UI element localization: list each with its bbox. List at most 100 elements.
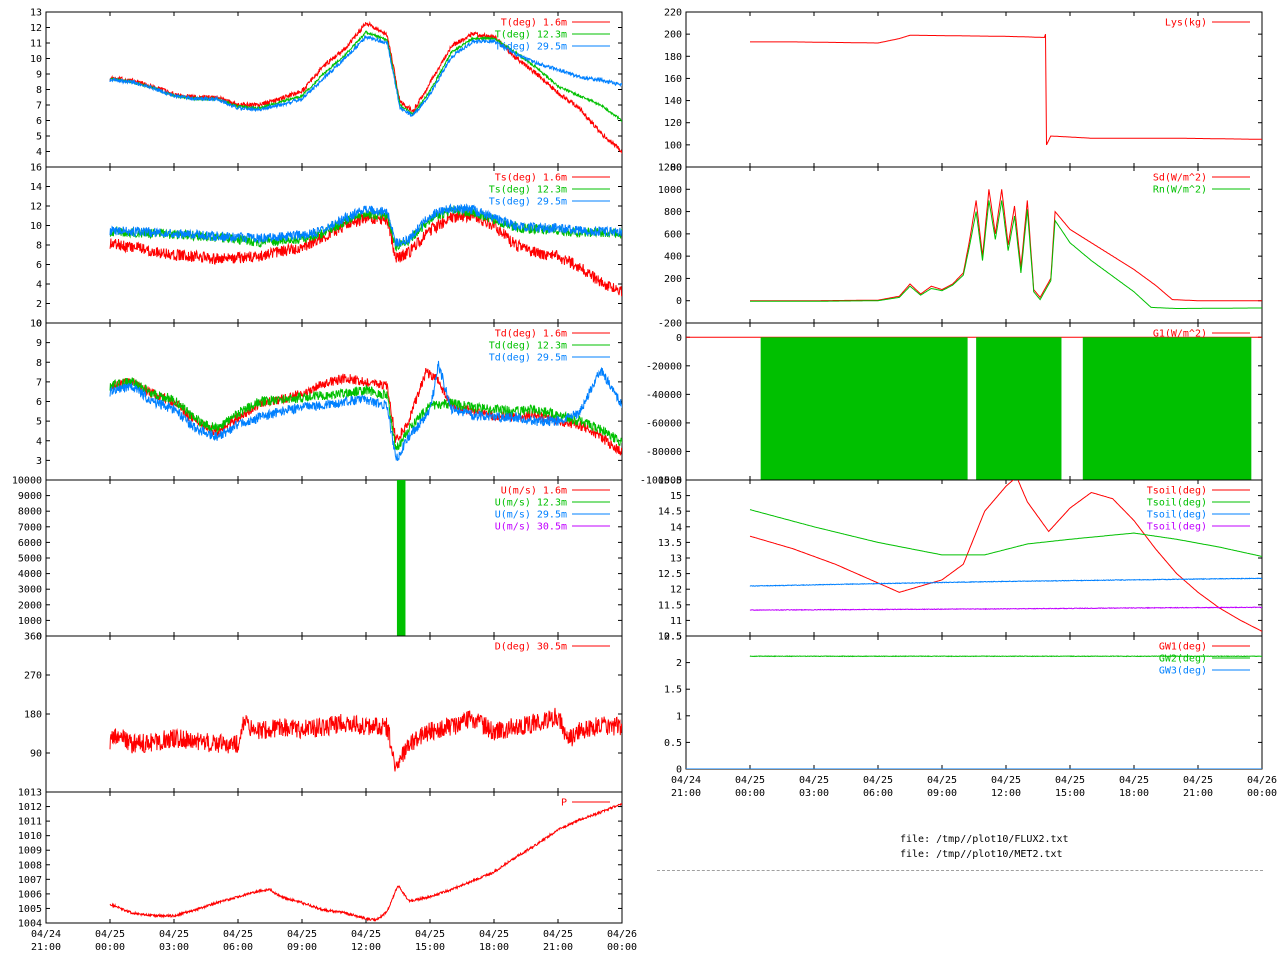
x-tick-label-time: 06:00: [863, 788, 893, 799]
y-tick-label: 10000: [12, 476, 42, 487]
plot-area: [686, 655, 1262, 769]
x-tick-label-date: 04/26: [607, 929, 637, 940]
x-tick-label-date: 04/25: [351, 929, 381, 940]
series-line: [109, 707, 622, 772]
y-tick-label: 6: [36, 397, 42, 408]
series-fill: [1082, 337, 1252, 480]
x-tick-label-date: 04/25: [1055, 775, 1085, 786]
y-tick-label: 8: [36, 241, 42, 252]
x-tick-label-date: 04/25: [287, 929, 317, 940]
y-tick-label: 0: [676, 296, 682, 307]
x-tick-label-date: 04/25: [799, 775, 829, 786]
y-tick-label: 12: [670, 585, 682, 596]
x-tick-label-date: 04/25: [927, 775, 957, 786]
x-tick-label-time: 00:00: [607, 942, 637, 953]
y-tick-label: -40000: [646, 390, 682, 401]
panel-soil-temp: 10.5 11 11.5 12 12.5 13 13.5 14 14.5 15 15.5 Tsoil(…: [658, 476, 1263, 643]
x-tick-label-time: 00:00: [735, 788, 765, 799]
y-tick-label: 0: [36, 632, 42, 643]
y-tick-label: 9000: [18, 491, 42, 502]
plot-area: [686, 336, 1262, 480]
y-tick-label: 3000: [18, 585, 42, 596]
panel-air-temp: 4 5 6 7 8 9 10 11 12 13 T(deg) 1.6mT(deg) 12.3mT(d…: [30, 8, 623, 168]
y-tick-label: -80000: [646, 447, 682, 458]
y-tick-label: 8: [36, 358, 42, 369]
y-tick-label: 13: [30, 8, 42, 19]
y-tick-label: 1000: [658, 185, 682, 196]
y-tick-label: 400: [664, 252, 682, 263]
legend-label: D(deg) 30.5m: [495, 642, 567, 653]
series-line: [750, 189, 1262, 302]
y-tick-label: 220: [664, 8, 682, 19]
y-tick-label: 5000: [18, 554, 42, 565]
file-label-flux: file: /tmp//plot10/FLUX2.txt: [900, 834, 1069, 845]
legend-label: Ts(deg) 12.3m: [489, 185, 567, 196]
legend-label: GW3(deg): [1159, 666, 1207, 677]
y-tick-label: 12: [30, 202, 42, 213]
legend-label: GW2(deg): [1159, 654, 1207, 665]
panel-ground-heat: -100000 -80000 -60000 -40000 -20000 0 G1(W/m^2…: [640, 322, 1263, 487]
plot-area: [109, 803, 622, 922]
x-tick-label-time: 12:00: [991, 788, 1021, 799]
x-tick-label-time: 15:00: [1055, 788, 1085, 799]
y-tick-label: 11: [670, 616, 682, 627]
series-fill: [760, 337, 968, 480]
y-tick-label: 4: [36, 436, 42, 447]
series-line: [749, 655, 1262, 658]
y-tick-label: 360: [24, 632, 42, 643]
series-line: [109, 20, 622, 155]
y-tick-label: 0: [36, 319, 42, 330]
series-line: [749, 577, 1262, 587]
panel-ground-water: 0 0.5 1 1.5 2 2.5 04/24 21:00 04/25 00:00 04/25 03:…: [664, 632, 1277, 800]
y-tick-label: 1006: [18, 889, 42, 900]
x-tick-label-time: 03:00: [799, 788, 829, 799]
legend-label: Lys(kg): [1165, 18, 1207, 29]
legend-label: Td(deg) 1.6m: [495, 329, 567, 340]
x-tick-label-date: 04/25: [991, 775, 1021, 786]
y-tick-label: 10: [30, 221, 42, 232]
y-tick-label: 6000: [18, 538, 42, 549]
panel-radiation: -200 0 200 400 600 800 1000 1200 Sd(W/m^2)Rn(W/m…: [658, 163, 1263, 330]
legend-label: T(deg) 29.5m: [495, 42, 567, 53]
legend-label: U(m/s) 30.5m: [495, 522, 567, 533]
series-fill: [976, 337, 1062, 480]
x-tick-label-date: 04/25: [95, 929, 125, 940]
y-tick-label: 600: [664, 229, 682, 240]
y-tick-label: -20000: [646, 361, 682, 372]
legend-label: U(m/s) 12.3m: [495, 498, 567, 509]
legend-label: U(m/s) 1.6m: [501, 486, 567, 497]
x-tick-label-date: 04/25: [415, 929, 445, 940]
y-tick-label: 16: [30, 163, 42, 174]
y-tick-label: 14: [670, 522, 682, 533]
y-tick-label: 180: [664, 52, 682, 63]
y-tick-label: 1009: [18, 846, 42, 857]
y-tick-label: 180: [24, 710, 42, 721]
y-tick-label: 200: [664, 274, 682, 285]
x-tick-label-time: 18:00: [1119, 788, 1149, 799]
x-tick-label-time: 21:00: [1183, 788, 1213, 799]
series-spike: [396, 480, 406, 636]
x-tick-label-date: 04/25: [863, 775, 893, 786]
legend-label: G2(W/m^2): [1153, 341, 1207, 352]
y-tick-label: -200: [658, 319, 682, 330]
legend-label: U(m/s) 29.5m: [495, 510, 567, 521]
y-tick-label: 4: [36, 147, 42, 158]
plot-area: [109, 20, 622, 155]
series-line: [749, 509, 1262, 557]
legend-label: T(deg) 1.6m: [501, 18, 567, 29]
plot-area: [396, 480, 406, 636]
y-tick-label: 11: [30, 39, 42, 50]
x-tick-label-date: 04/25: [543, 929, 573, 940]
plot-frame: [45, 635, 623, 793]
x-tick-label-date: 04/24: [671, 775, 701, 786]
panel-wind-dir: 90 180 270 360 D(deg) 30.5m: [24, 632, 623, 793]
y-tick-label: 2: [36, 299, 42, 310]
x-tick-label-time: 03:00: [159, 942, 189, 953]
y-tick-label: 0: [676, 333, 682, 344]
y-tick-label: 15: [670, 491, 682, 502]
legend-label: Tsoil(deg): [1147, 522, 1207, 533]
y-tick-label: 100: [664, 140, 682, 151]
x-tick-label-time: 00:00: [95, 942, 125, 953]
y-tick-label: 8: [36, 85, 42, 96]
